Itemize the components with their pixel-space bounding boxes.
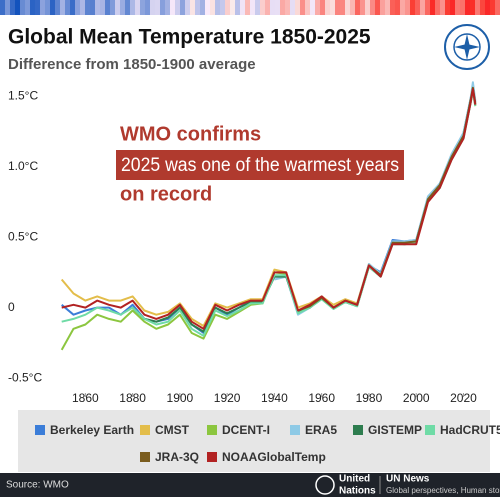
legend-label: HadCRUT5 <box>440 423 500 437</box>
legend-label: GISTEMP <box>368 423 422 437</box>
annotation: on record <box>120 183 212 205</box>
series-line <box>297 86 477 312</box>
legend-swatch <box>353 425 363 435</box>
annotation: 2025 was one of the warmest years <box>121 155 399 176</box>
footer-bar <box>0 473 500 497</box>
x-tick-label: 1980 <box>356 391 383 405</box>
annotation-box <box>116 150 404 180</box>
legend-swatch <box>35 425 45 435</box>
legend-box <box>18 410 490 472</box>
x-tick-label: 2000 <box>403 391 430 405</box>
legend-label: DCENT-I <box>222 423 270 437</box>
un-logo <box>315 475 335 495</box>
series-line <box>274 81 477 316</box>
y-tick-label: -0.5°C <box>8 370 42 384</box>
x-tick-label: 1920 <box>214 391 241 405</box>
y-tick-label: 0 <box>8 300 15 314</box>
annotation: WMO confirms <box>120 123 261 145</box>
tagline: Global perspectives, Human stories <box>386 486 500 495</box>
legend-label: CMST <box>155 423 190 437</box>
legend-label: ERA5 <box>305 423 337 437</box>
brand: UN News <box>386 474 430 485</box>
legend-swatch <box>425 425 435 435</box>
chart-title: Global Mean Temperature 1850-2025 <box>8 26 371 49</box>
chart-subtitle: Difference from 1850-1900 average <box>8 56 256 73</box>
y-tick-label: 1.5°C <box>8 88 38 102</box>
x-tick-label: 1900 <box>167 391 194 405</box>
x-tick-label: 2020 <box>450 391 477 405</box>
legend-label: JRA-3Q <box>155 450 199 464</box>
y-tick-label: 0.5°C <box>8 229 38 243</box>
source: Source: WMO <box>6 480 69 491</box>
legend-swatch <box>290 425 300 435</box>
wmo-logo <box>444 24 490 70</box>
x-tick-label: 1860 <box>72 391 99 405</box>
org-name: United <box>339 474 370 485</box>
y-tick-label: 1.0°C <box>8 159 38 173</box>
x-tick-label: 1880 <box>119 391 146 405</box>
legend-swatch <box>207 452 217 462</box>
x-tick-label: 1960 <box>308 391 335 405</box>
warming-stripes <box>0 0 500 15</box>
x-tick-label: 1940 <box>261 391 288 405</box>
series-line <box>61 88 477 330</box>
org-name: Nations <box>339 486 376 497</box>
legend-swatch <box>140 425 150 435</box>
legend-label: Berkeley Earth <box>50 423 134 437</box>
legend-label: NOAAGlobalTemp <box>222 450 326 464</box>
legend-swatch <box>207 425 217 435</box>
legend-swatch <box>140 452 150 462</box>
